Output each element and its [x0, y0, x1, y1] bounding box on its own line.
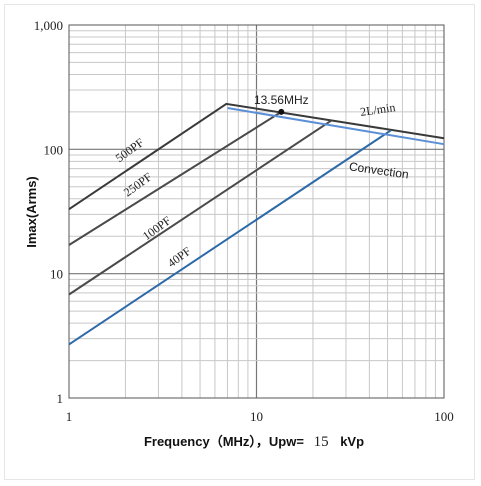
- annotations: 500PF250PF100PF40PF13.56MHz2L/minConvect…: [113, 93, 410, 270]
- series-line-40pf: [68, 129, 392, 346]
- frequency-marker-label: 13.56MHz: [254, 93, 309, 107]
- y-axis-title: Imax(Arms): [24, 176, 39, 248]
- plot-border: [68, 24, 445, 399]
- series-line-500pf: [68, 102, 445, 211]
- y-tick-label: 1: [57, 391, 64, 406]
- x-axis-title-unit: kVp: [340, 434, 364, 449]
- x-axis-title-main: Frequency（MHz），Upw=: [144, 434, 304, 449]
- x-tick-label: 100: [434, 409, 454, 424]
- series-line-250pf: [68, 111, 282, 246]
- frequency-marker: [278, 108, 285, 115]
- flow-label: 2L/min: [359, 100, 396, 119]
- x-tick-label: 1: [66, 409, 73, 424]
- chart-frame: [4, 4, 475, 480]
- series-label-100pf: 100PF: [140, 213, 174, 243]
- series-label-40pf: 40PF: [165, 244, 194, 270]
- series-line-100pf: [68, 119, 332, 296]
- y-tick-label: 100: [44, 142, 64, 157]
- series-layer: [68, 102, 445, 346]
- x-axis-title: Frequency（MHz），Upw= 15 kVp: [144, 434, 364, 450]
- y-tick-label: 10: [50, 267, 63, 282]
- x-tick-label: 10: [250, 409, 263, 424]
- x-axis-title-value: 15: [314, 434, 329, 450]
- tick-labels: 1 10 100 1 10 100 1,000: [34, 18, 454, 424]
- convection-label: Convection: [348, 159, 409, 181]
- series-line-convection: [227, 107, 445, 146]
- y-tick-label: 1,000: [34, 18, 63, 33]
- grid: [69, 25, 444, 398]
